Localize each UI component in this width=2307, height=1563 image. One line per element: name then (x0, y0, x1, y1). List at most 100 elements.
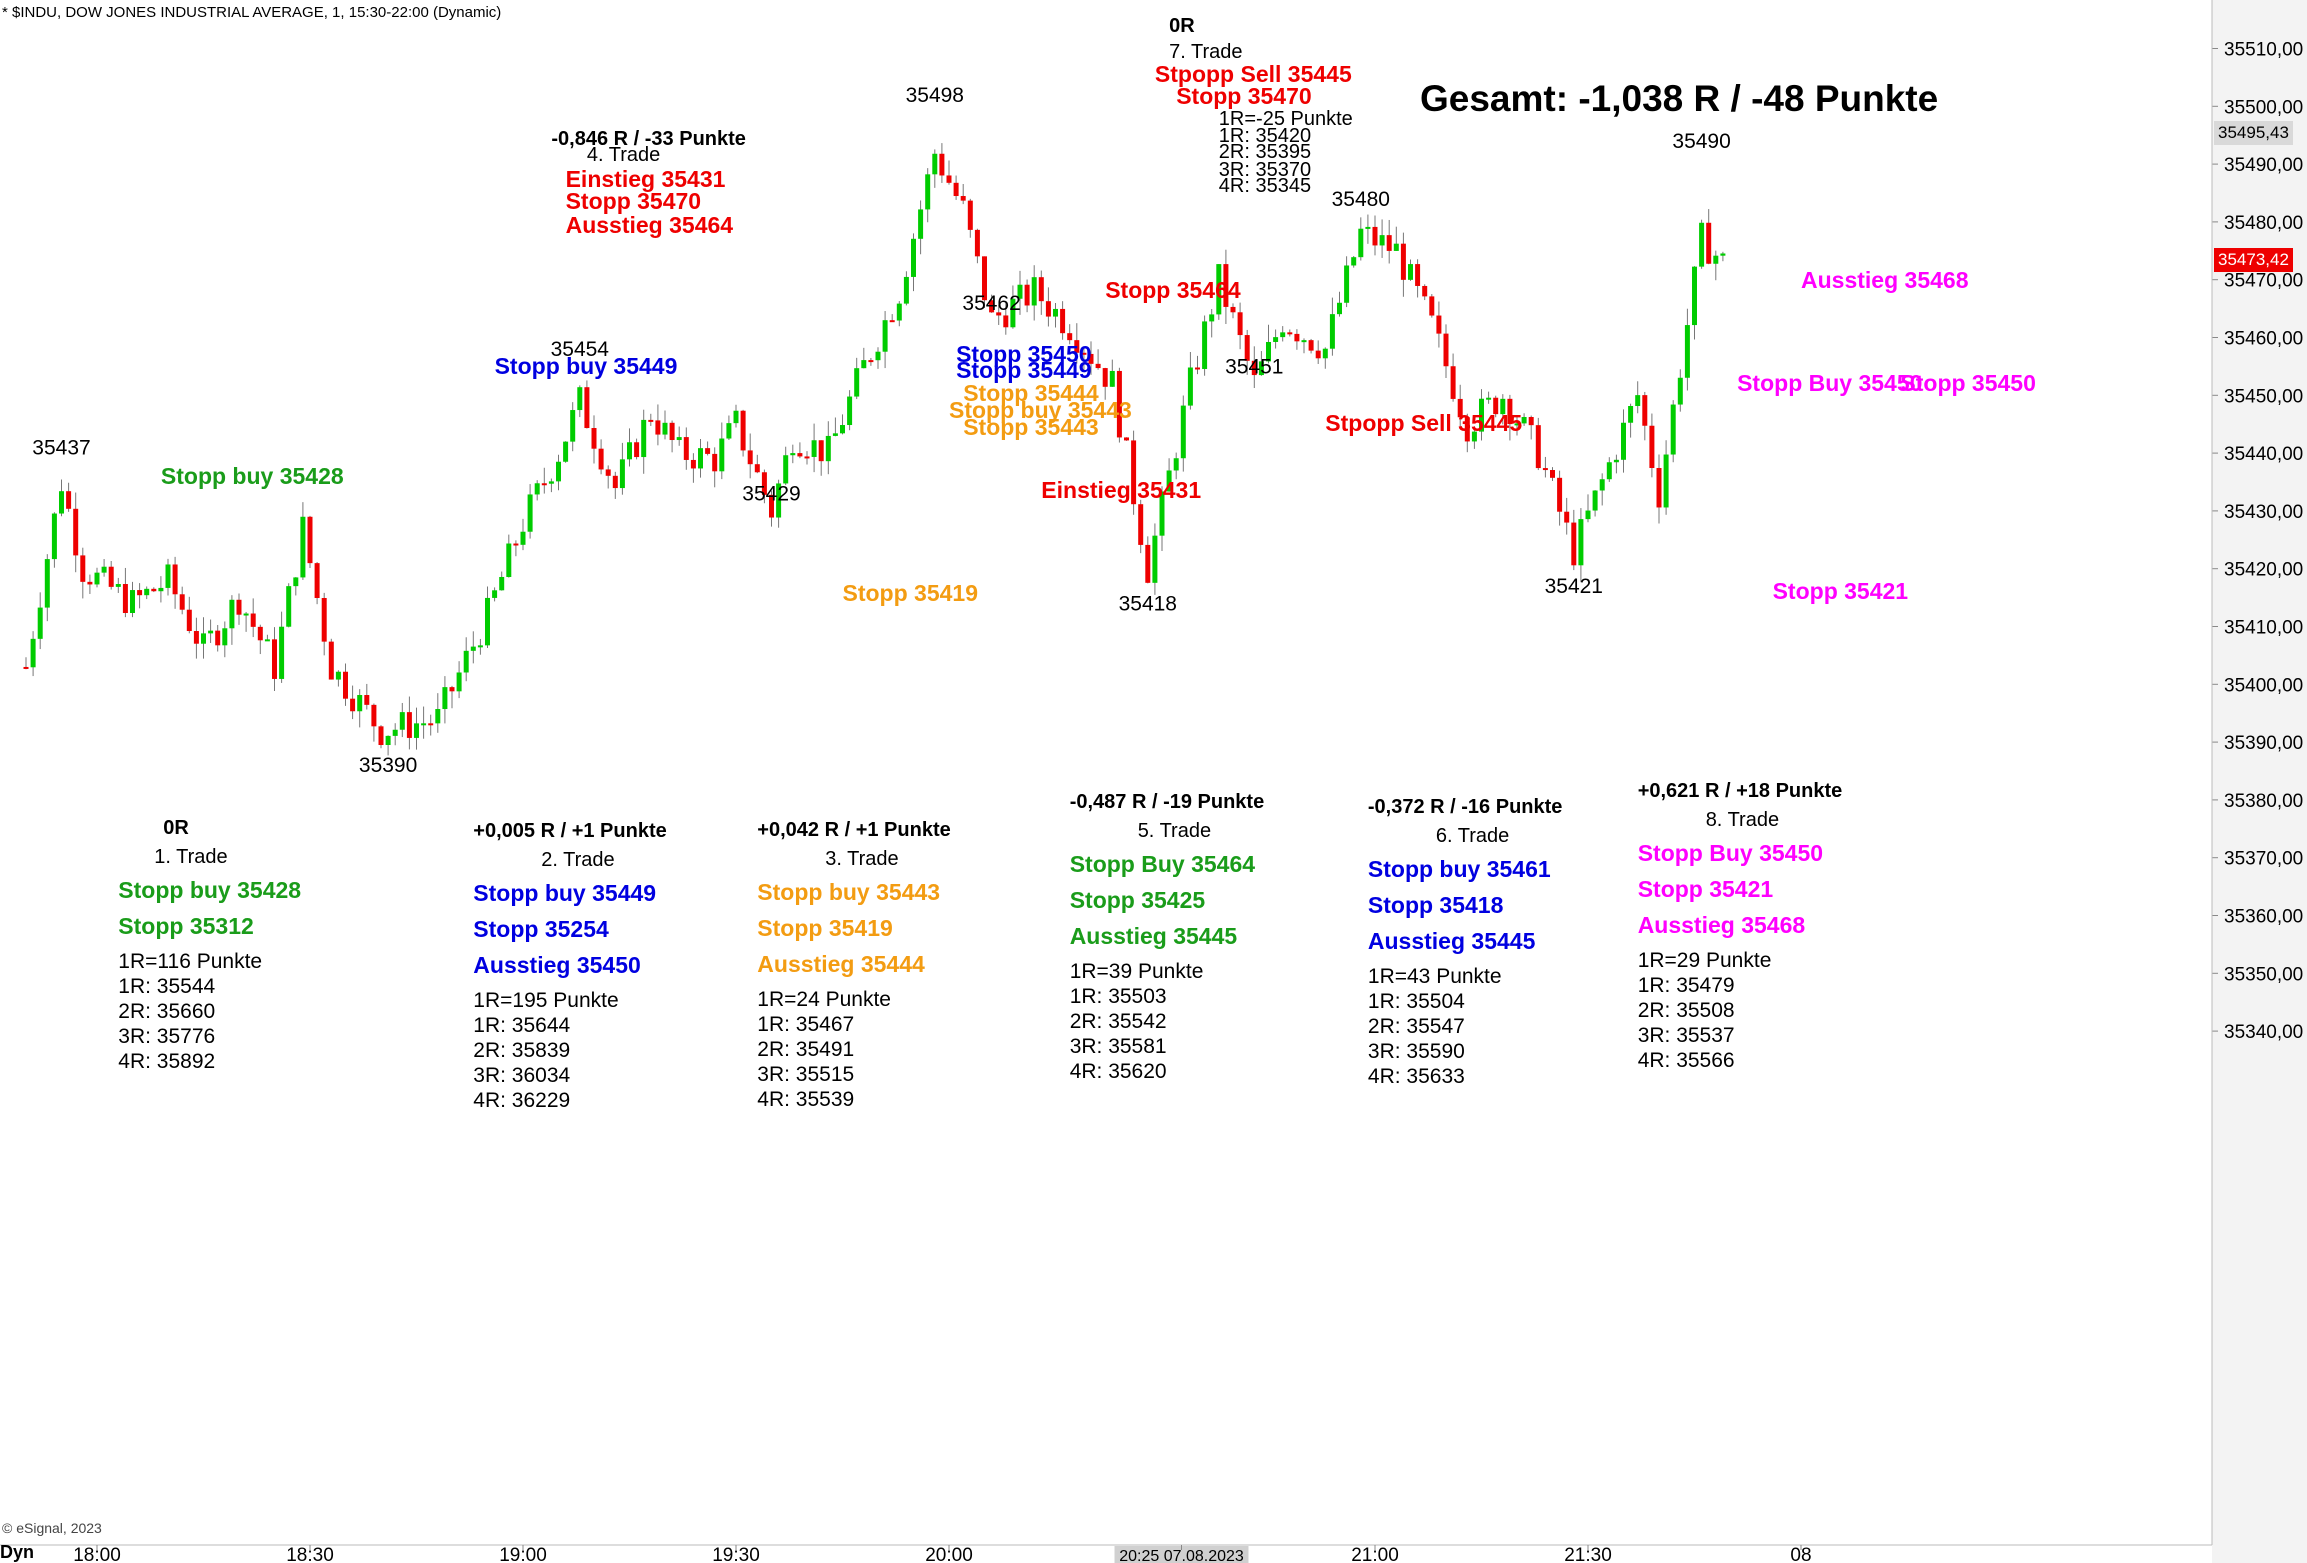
chart-annotation: Stopp 35421 (1772, 577, 1909, 604)
trade-order-line: Ausstieg 35450 (473, 952, 641, 979)
candle-down (257, 626, 263, 641)
candle-up (911, 238, 916, 277)
y-tick-label: 35370,00 (2224, 849, 2303, 870)
candle-down (754, 464, 760, 473)
trade-order-line: Stopp buy 35428 (118, 877, 302, 904)
y-tick-label: 35500,00 (2224, 97, 2303, 118)
trade-order-line: Stopp buy 35461 (1367, 856, 1551, 883)
x-tick-label: 19:30 (712, 1545, 760, 1563)
price-extreme-label: 35462 (962, 292, 1020, 315)
trade-order-line: Stopp 35418 (1367, 892, 1504, 919)
candle-up (229, 599, 235, 629)
y-tick-label: 35400,00 (2224, 675, 2303, 696)
y-tick-label: 35410,00 (2224, 618, 2303, 639)
candle-down (1116, 370, 1122, 438)
candle-up (300, 516, 306, 578)
candle-up (492, 590, 498, 598)
candle-up (1578, 519, 1584, 566)
candle-up (485, 597, 490, 646)
chart-annotation: 0R (1169, 15, 1195, 38)
candle-down (1024, 284, 1030, 306)
candle-up (222, 628, 228, 646)
candle-up (825, 435, 831, 462)
price-tag-gray: 35495,43 (2214, 120, 2293, 145)
candle-up (1337, 302, 1342, 315)
candle-down (939, 153, 945, 176)
candle-up (619, 459, 625, 489)
candle-up (1209, 314, 1215, 322)
candle-up (1365, 226, 1371, 229)
candle-down (1195, 367, 1200, 370)
candle-up (783, 455, 789, 484)
trade-order-line: Ausstieg 35444 (757, 950, 925, 977)
candle-down (328, 641, 334, 680)
candle-down (974, 229, 980, 257)
dynamic-mode-label: Dyn (0, 1542, 35, 1562)
candle-down (1230, 306, 1236, 313)
candle-down (982, 256, 987, 301)
candle-up (1010, 298, 1016, 328)
candle-up (1301, 340, 1307, 343)
candle-up (776, 483, 782, 518)
candle-down (889, 320, 895, 323)
chart-header-title: * $INDU, DOW JONES INDUSTRIAL AVERAGE, 1… (2, 4, 502, 21)
candle-down (1415, 264, 1421, 286)
candle-up (861, 360, 867, 369)
candle-down (215, 630, 221, 646)
y-tick-label: 35340,00 (2224, 1022, 2303, 1043)
trade-result: 0R (163, 817, 189, 840)
candle-up (556, 461, 561, 482)
trade-order-line: Stopp Buy 35450 (1637, 839, 1824, 866)
candle-down (66, 491, 72, 509)
candle-up (1266, 341, 1271, 362)
candle-up (94, 572, 100, 585)
candle-up (1216, 264, 1222, 315)
candle-up (726, 423, 732, 439)
chart-annotation: Einstieg 35431 (1041, 476, 1202, 503)
trade-r-level: 1R=24 Punkte (757, 987, 891, 1011)
candle-up (1585, 510, 1591, 520)
candle-up (1351, 257, 1357, 266)
candle-up (385, 735, 391, 746)
candle-down (1450, 366, 1456, 399)
chart-annotation: Ausstieg 35464 (565, 211, 734, 238)
chart-annotation: Stpopp Sell 35445 (1325, 410, 1523, 437)
x-tick-label: 18:30 (286, 1545, 334, 1563)
trade-r-level: 1R=116 Punkte (118, 950, 263, 974)
chart-annotation: 7. Trade (1169, 41, 1243, 64)
price-extreme-label: 35498 (906, 84, 964, 107)
trade-r-level: 1R: 35644 (473, 1014, 571, 1038)
candle-up (101, 566, 107, 573)
candle-down (740, 410, 746, 451)
trade-r-level: 1R: 35504 (1367, 990, 1465, 1014)
candle-up (1344, 265, 1350, 303)
candle-down (1102, 368, 1108, 387)
candle-down (683, 437, 689, 460)
y-tick-label: 35460,00 (2224, 329, 2303, 350)
candle-down (1535, 425, 1541, 469)
candle-down (513, 543, 519, 546)
candle-down (1507, 398, 1513, 425)
y-tick-label: 35390,00 (2224, 733, 2303, 754)
candle-up (719, 438, 725, 472)
candle-down (1528, 417, 1534, 426)
candle-up (399, 712, 405, 730)
trade-r-level: 3R: 36034 (473, 1064, 571, 1088)
candle-up (570, 410, 576, 442)
candle-down (314, 563, 320, 599)
trade-r-level: 4R: 36229 (473, 1089, 571, 1113)
candle-down (321, 598, 327, 642)
candle-down (1443, 333, 1449, 367)
candle-up (882, 320, 888, 352)
trade-r-level: 4R: 35620 (1069, 1060, 1167, 1084)
candle-up (627, 442, 632, 460)
chart-annotation: 1R: 35420 (1218, 124, 1312, 147)
x-tick-label: 21:00 (1351, 1545, 1399, 1563)
candle-up (44, 559, 50, 608)
candle-down (1067, 333, 1073, 341)
candle-down (1706, 222, 1712, 264)
candle-up (577, 387, 583, 411)
candle-down (193, 631, 199, 644)
trade-order-line: Ausstieg 35468 (1637, 911, 1806, 938)
